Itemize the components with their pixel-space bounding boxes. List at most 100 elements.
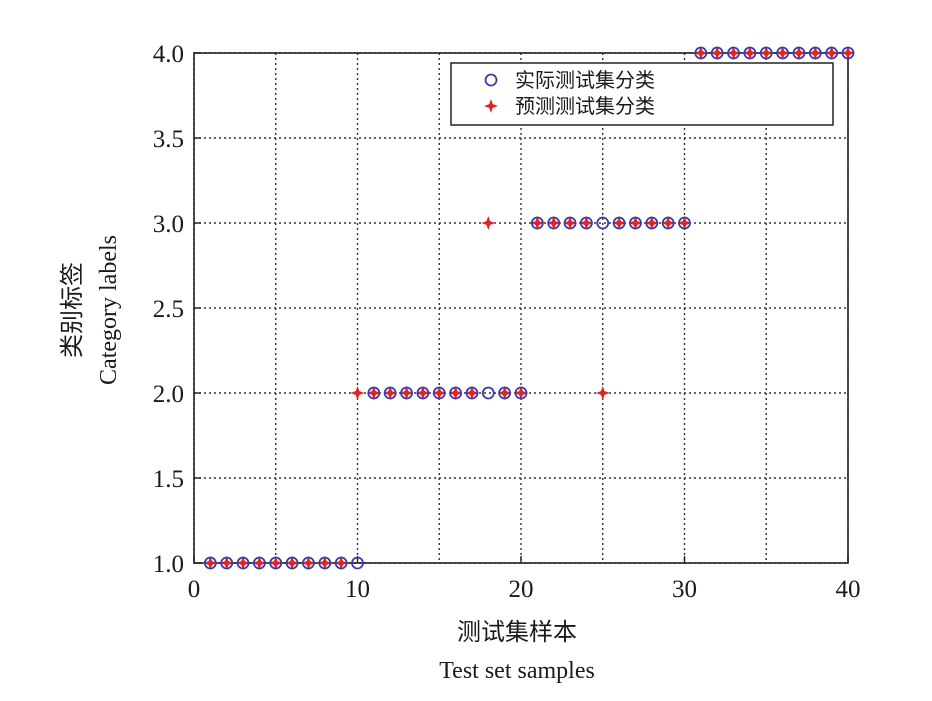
actual-circle-point xyxy=(302,556,315,570)
actual-circle-point xyxy=(220,556,234,570)
predicted-star-point xyxy=(841,46,855,60)
predicted-star-point xyxy=(399,386,414,400)
predicted-star-point xyxy=(726,46,741,60)
predicted-star-point xyxy=(742,46,757,60)
predicted-star-point xyxy=(285,556,300,570)
actual-circle-point xyxy=(792,46,806,60)
actual-circle-point xyxy=(416,386,430,400)
actual-circle-point xyxy=(759,46,773,60)
actual-circle-point xyxy=(400,386,413,400)
y-axis-title-en: Category labels xyxy=(96,235,122,385)
legend-star-marker xyxy=(484,99,498,113)
actual-circle-point xyxy=(498,386,512,400)
actual-circle-point xyxy=(318,556,332,570)
y-tick-label: 1.5 xyxy=(153,466,184,493)
predicted-star-point xyxy=(530,216,545,230)
predicted-star-point xyxy=(301,556,316,570)
predicted-star-point xyxy=(759,46,774,60)
predicted-star-point xyxy=(252,556,267,570)
legend: 实际测试集分类 预测测试集分类 xyxy=(450,62,834,126)
x-tick-label: 10 xyxy=(345,576,370,603)
predicted-star-point xyxy=(366,386,381,400)
actual-circle-point xyxy=(727,46,740,60)
actual-circle-point xyxy=(808,46,822,60)
predicted-star-point xyxy=(612,216,627,230)
actual-circle-point xyxy=(645,216,659,230)
predicted-star-point xyxy=(448,386,463,400)
actual-circle-point xyxy=(612,216,626,230)
actual-circle-point xyxy=(596,216,610,230)
predicted-star-point xyxy=(464,386,479,400)
predicted-star-point xyxy=(514,386,528,400)
actual-circle-point xyxy=(269,556,283,570)
actual-circle-point xyxy=(563,216,577,230)
predicted-star-point xyxy=(203,556,218,570)
x-tick-label: 0 xyxy=(188,576,201,603)
actual-circle-point xyxy=(678,216,691,230)
actual-circle-point xyxy=(841,46,855,60)
y-axis-title-cn: 类别标签 xyxy=(59,262,86,358)
actual-circle-point xyxy=(236,556,250,570)
y-tick-label: 4.0 xyxy=(153,41,184,68)
y-tick-label: 3.0 xyxy=(153,211,184,238)
legend-box xyxy=(450,62,834,126)
actual-circle-point xyxy=(367,386,381,400)
actual-circle-point xyxy=(776,46,789,60)
y-tick-label: 3.5 xyxy=(153,126,184,153)
predicted-star-point xyxy=(595,386,610,400)
actual-circle-point xyxy=(481,386,495,400)
actual-circle-point xyxy=(351,556,364,570)
predicted-star-point xyxy=(497,386,512,400)
predicted-star-point xyxy=(808,46,823,60)
actual-circle-point xyxy=(825,46,839,60)
legend-circle-marker xyxy=(484,73,498,87)
actual-circle-point xyxy=(383,386,397,400)
data-markers xyxy=(203,46,855,570)
actual-circle-point xyxy=(629,216,642,230)
predicted-star-point xyxy=(579,216,594,230)
predicted-star-point xyxy=(481,216,496,230)
actual-circle-point xyxy=(252,556,266,570)
y-tick-label: 2.0 xyxy=(153,381,184,408)
predicted-star-point xyxy=(334,556,349,570)
actual-circle-point xyxy=(449,386,463,400)
predicted-star-point xyxy=(415,386,430,400)
y-tick-label: 1.0 xyxy=(153,551,184,578)
axis-ticks xyxy=(193,52,849,564)
predicted-star-point xyxy=(710,46,725,60)
actual-circle-point xyxy=(203,556,217,570)
actual-circle-point xyxy=(694,46,708,60)
actual-circle-point xyxy=(547,216,561,230)
x-axis-title-cn: 测试集样本 xyxy=(457,619,577,646)
predicted-star-point xyxy=(628,216,643,230)
x-axis-title-en: Test set samples xyxy=(439,658,595,684)
x-tick-label: 30 xyxy=(672,576,697,603)
predicted-star-point xyxy=(791,46,806,60)
actual-circle-point xyxy=(465,386,479,400)
predicted-star-point xyxy=(268,556,283,570)
predicted-star-point xyxy=(824,46,839,60)
x-tick-label: 20 xyxy=(509,576,534,603)
predicted-star-point xyxy=(677,216,692,230)
actual-circle-point xyxy=(530,216,544,230)
predicted-star-point xyxy=(317,556,332,570)
predicted-star-point xyxy=(644,216,659,230)
actual-circle-point xyxy=(334,556,348,570)
actual-circle-point xyxy=(710,46,724,60)
tick-labels: 0 10 20 30 40 1.0 1.5 2.0 2.5 3.0 3.5 4.0 xyxy=(153,41,861,603)
y-tick-label: 2.5 xyxy=(153,296,184,323)
predicted-star-point xyxy=(236,556,251,570)
actual-circle-point xyxy=(514,386,528,400)
x-tick-label: 40 xyxy=(836,576,861,603)
predicted-star-point xyxy=(693,46,708,60)
actual-circle-point xyxy=(661,216,675,230)
actual-circle-point xyxy=(743,46,757,60)
actual-circle-point xyxy=(285,556,299,570)
predicted-star-point xyxy=(383,386,398,400)
actual-circle-point xyxy=(432,386,446,400)
legend-label-predicted: 预测测试集分类 xyxy=(515,95,655,118)
predicted-star-point xyxy=(219,556,234,570)
predicted-star-point xyxy=(350,386,365,400)
predicted-star-point xyxy=(432,386,447,400)
